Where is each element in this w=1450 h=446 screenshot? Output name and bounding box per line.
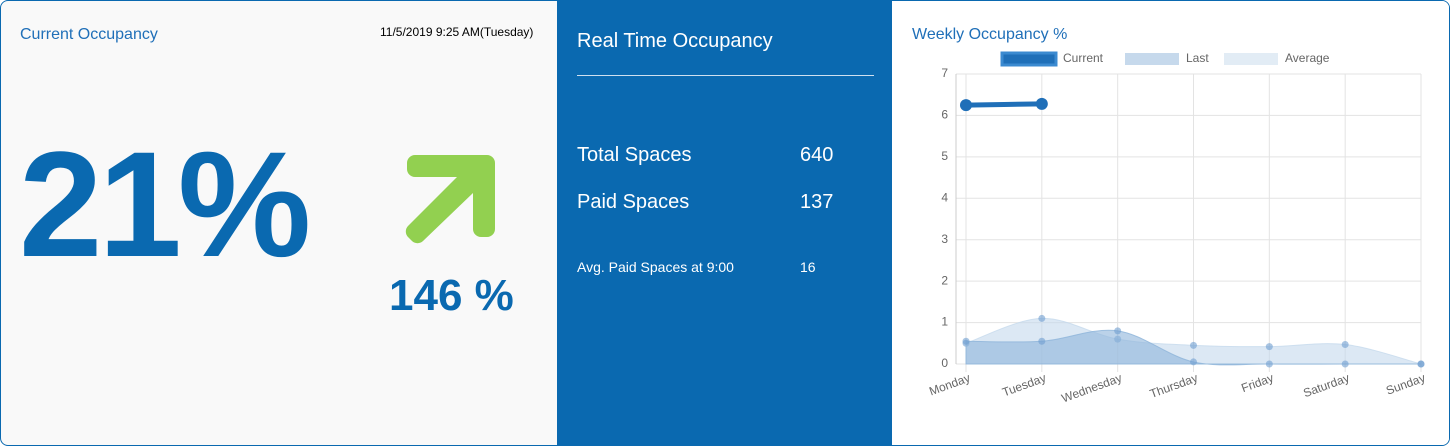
data-point	[1341, 360, 1349, 368]
weekly-panel: Weekly Occupancy % 0 1 2 3 4 5 6 7 Monday Tuesday…	[892, 1, 1449, 445]
y-tick-label: 7	[941, 66, 948, 80]
x-tick-label: Thursday	[1148, 371, 1200, 401]
realtime-panel: Real Time Occupancy Total Spaces 640 Pai…	[557, 1, 892, 445]
y-tick-label: 0	[941, 356, 948, 370]
legend-label: Last	[1186, 51, 1209, 65]
y-tick-label: 2	[941, 273, 948, 287]
legend-swatch	[1224, 53, 1278, 65]
y-tick-label: 6	[941, 108, 948, 122]
chart-title: Weekly Occupancy %	[912, 26, 1068, 43]
x-tick-label: Wednesday	[1060, 371, 1124, 406]
data-point	[1265, 343, 1273, 351]
data-point	[1038, 337, 1046, 345]
data-point	[960, 99, 972, 112]
data-point	[1038, 314, 1046, 322]
data-point	[1265, 360, 1273, 368]
legend-label: Current	[1063, 51, 1104, 65]
data-point	[1417, 360, 1425, 368]
data-point	[1190, 341, 1197, 349]
data-point	[962, 337, 970, 345]
data-point	[1341, 341, 1349, 349]
row-label: Avg. Paid Spaces at 9:00	[577, 259, 734, 275]
legend-swatch	[1000, 51, 1058, 67]
row-value: 16	[800, 259, 816, 275]
legend-label: Average	[1285, 51, 1330, 65]
data-point	[1114, 327, 1122, 335]
row-label: Paid Spaces	[577, 191, 690, 213]
row-value: 137	[800, 191, 834, 213]
row-label: Total Spaces	[577, 144, 692, 166]
x-tick-label: Saturday	[1301, 371, 1351, 401]
change-percent: 146 %	[389, 271, 514, 320]
y-tick-label: 5	[941, 149, 948, 163]
x-tick-label: Tuesday	[1000, 371, 1048, 400]
data-point	[1190, 358, 1197, 366]
occupancy-percent: 21%	[19, 120, 311, 288]
x-tick-label: Monday	[927, 371, 972, 399]
y-tick-label: 4	[941, 190, 948, 204]
panel-title: Current Occupancy	[20, 26, 158, 43]
chart: 0 1 2 3 4 5 6 7 Monday Tuesday Wednesday Thursday Fr…	[927, 51, 1427, 406]
y-tick-label: 1	[941, 315, 948, 329]
panel-title: Real Time Occupancy	[577, 30, 773, 52]
trend-arrow	[405, 155, 495, 244]
arrow-shape	[405, 155, 495, 244]
x-tick-label: Friday	[1239, 371, 1275, 396]
row-value: 640	[800, 144, 834, 166]
data-point	[1035, 97, 1048, 110]
timestamp: 11/5/2019 9:25 AM(Tuesday)	[380, 25, 534, 39]
legend-swatch	[1125, 53, 1179, 65]
x-tick-label: Sunday	[1384, 371, 1427, 398]
divider	[577, 75, 874, 76]
series-line	[965, 101, 1042, 108]
y-tick-label: 3	[941, 232, 948, 246]
